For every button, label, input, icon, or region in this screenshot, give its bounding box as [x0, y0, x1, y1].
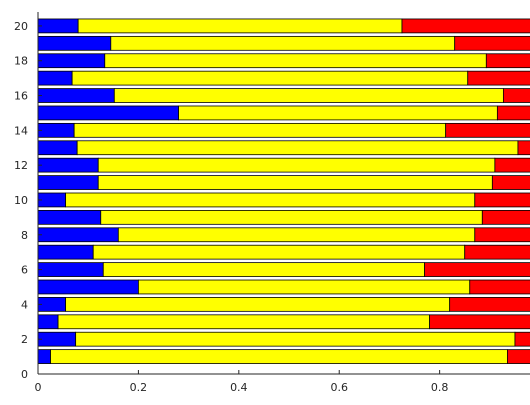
bar-segment-row-17-series-3	[467, 70, 530, 86]
bar-segment-row-8-series-3	[474, 227, 530, 243]
bar-segment-row-6-series-1	[37, 262, 104, 277]
bar-segment-row-14-series-1	[37, 122, 75, 138]
bar-segment-row-12-series-3	[494, 157, 530, 173]
bar-segment-row-16-series-3	[502, 88, 530, 103]
y-tick-label: 20	[14, 20, 28, 33]
bar-segment-row-8-series-1	[37, 227, 119, 243]
bar-segment-row-18-series-3	[485, 53, 530, 69]
bar-segment-row-3-series-3	[429, 314, 530, 330]
bar-segment-row-10-series-3	[474, 192, 530, 208]
bar-segment-row-7-series-1	[37, 244, 94, 260]
bar-segment-row-12-series-1	[37, 157, 99, 173]
bar-segment-row-8-series-2	[117, 227, 476, 243]
bar-segment-row-12-series-2	[97, 157, 496, 173]
bar-segment-row-15-series-1	[37, 105, 179, 121]
bar-segment-row-1-series-2	[50, 349, 508, 364]
bar-segment-row-16-series-2	[113, 88, 504, 103]
y-tick-label: 0	[21, 368, 28, 381]
bar-segment-row-2-series-1	[37, 331, 77, 347]
bar-segment-row-2-series-3	[514, 331, 530, 347]
y-tick-label: 16	[14, 90, 28, 103]
bar-segment-row-4-series-2	[65, 297, 451, 312]
bar-segment-row-1-series-1	[37, 349, 51, 364]
y-ticks: 0 2 4 6 8 10 12 14 16 18 20	[14, 20, 42, 381]
bar-segment-row-18-series-2	[104, 53, 487, 69]
x-tick-label: 0.4	[230, 381, 248, 394]
bar-segment-row-15-series-3	[496, 105, 530, 121]
bar-segment-row-18-series-1	[37, 53, 106, 69]
bar-segment-row-15-series-2	[178, 105, 498, 121]
y-tick-label: 18	[14, 55, 28, 68]
bar-segment-row-20-series-1	[37, 18, 79, 34]
bar-segment-row-9-series-1	[37, 209, 102, 225]
bar-segment-row-7-series-2	[92, 244, 466, 260]
y-tick-label: 2	[21, 333, 28, 346]
x-ticks: 0 0.2 0.4 0.6 0.8	[35, 370, 449, 394]
bar-segment-row-20-series-2	[77, 18, 403, 34]
bar-segment-row-6-series-3	[424, 262, 530, 277]
bar-segment-row-13-series-3	[517, 140, 530, 156]
x-tick-label: 0.6	[330, 381, 348, 394]
bar-segment-row-1-series-3	[507, 349, 530, 364]
y-tick-label: 4	[21, 298, 28, 311]
bar-segment-row-7-series-3	[464, 244, 530, 260]
bar-segment-row-11-series-1	[37, 175, 99, 190]
bar-segment-row-9-series-2	[100, 209, 483, 225]
bar-segment-row-19-series-3	[454, 35, 530, 51]
y-tick-label: 6	[21, 264, 28, 277]
bar-segment-row-5-series-1	[37, 279, 139, 295]
bar-segment-row-2-series-2	[75, 331, 516, 347]
bar-segment-row-16-series-1	[37, 88, 115, 103]
y-tick-label: 12	[14, 159, 28, 172]
bar-segment-row-11-series-2	[97, 175, 493, 190]
y-tick-label: 14	[14, 124, 28, 137]
bar-segment-row-5-series-3	[469, 279, 530, 295]
bar-segment-row-9-series-3	[481, 209, 530, 225]
bar-segment-row-5-series-2	[138, 279, 471, 295]
bar-segment-row-13-series-2	[76, 140, 519, 156]
bar-segment-row-11-series-3	[491, 175, 530, 190]
bar-segment-row-10-series-1	[37, 192, 67, 208]
bar-segment-row-19-series-1	[37, 35, 112, 51]
x-tick-label: 0.8	[431, 381, 449, 394]
bar-segment-row-6-series-2	[102, 262, 425, 277]
bars-layer	[37, 18, 530, 364]
bar-segment-row-17-series-2	[71, 70, 469, 86]
bar-segment-row-4-series-1	[37, 297, 67, 312]
x-tick-label: 0	[35, 381, 42, 394]
bar-segment-row-3-series-1	[37, 314, 59, 330]
bar-segment-row-20-series-3	[401, 18, 530, 34]
x-tick-label: 0.2	[130, 381, 148, 394]
bar-segment-row-14-series-3	[445, 122, 530, 138]
bar-segment-row-19-series-2	[110, 35, 456, 51]
bar-segment-row-4-series-3	[449, 297, 530, 312]
bar-segment-row-13-series-1	[37, 140, 78, 156]
bar-segment-row-17-series-1	[37, 70, 73, 86]
axes-layer	[37, 12, 530, 375]
bar-segment-row-14-series-2	[73, 122, 447, 138]
y-tick-label: 10	[14, 194, 28, 207]
bar-segment-row-3-series-2	[57, 314, 430, 330]
y-tick-label: 8	[21, 229, 28, 242]
bar-segment-row-10-series-2	[65, 192, 476, 208]
